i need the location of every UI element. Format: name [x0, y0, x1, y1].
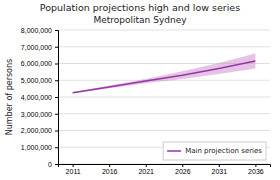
y-tick-label: 0 [48, 161, 52, 168]
y-tick: 7,000,000 [21, 43, 58, 50]
x-tick-mark [73, 164, 74, 167]
legend: Main projection series [163, 142, 266, 160]
x-tick: 2016 [102, 164, 118, 175]
x-tick-label: 2026 [175, 168, 191, 175]
x-tick-mark [146, 164, 147, 167]
y-tick: 2,000,000 [21, 127, 58, 134]
title: Population projections high and low seri… [40, 2, 240, 13]
y-tick-mark [55, 64, 58, 65]
y-tick-label: 4,000,000 [21, 94, 52, 101]
y-tick-mark [55, 30, 58, 31]
x-tick-label: 2036 [248, 168, 264, 175]
chart-svg: Population projections high and low seri… [0, 0, 280, 180]
legend-swatch [167, 150, 181, 152]
subtitle: Metropolitan Sydney [94, 15, 188, 25]
y-tick-label: 2,000,000 [21, 127, 52, 134]
x-tick: 2036 [248, 164, 264, 175]
y-tick-mark [55, 97, 58, 98]
x-axis-line [59, 165, 271, 168]
legend-box [163, 142, 266, 160]
grid-line [58, 113, 270, 114]
y-tick-label: 1,000,000 [21, 144, 52, 151]
y-tick: 0 [48, 161, 58, 168]
y-tick-mark [55, 131, 58, 132]
y-tick-label: 3,000,000 [21, 110, 52, 117]
x-tick-mark [255, 164, 256, 167]
x-tick-mark [109, 164, 110, 167]
y-axis-title: Number of persons [5, 59, 14, 136]
range-band [73, 53, 256, 93]
y-tick: 4,000,000 [21, 94, 58, 101]
y-tick: 8,000,000 [21, 27, 58, 34]
y-tick-label: 7,000,000 [21, 43, 52, 50]
marks [73, 53, 256, 93]
legend-label: Main projection series [185, 147, 262, 155]
chart-container: Population projections high and low seri… [0, 0, 280, 180]
y-tick: 3,000,000 [21, 110, 58, 117]
y-tick-label: 6,000,000 [21, 60, 52, 67]
y-tick-mark [55, 164, 58, 165]
x-tick: 2011 [66, 164, 81, 175]
x-tick: 2021 [138, 164, 154, 175]
grid-line [58, 46, 270, 47]
grid-line [58, 30, 270, 31]
x-tick: 2031 [212, 164, 228, 175]
y-tick-mark [55, 147, 58, 148]
plot-area: 2011 2016 2021 2026 2031 2036 0 1,000,000 2,000,… [21, 27, 271, 175]
grid-line [58, 130, 270, 131]
x-tick-label: 2031 [212, 168, 228, 175]
grid [58, 30, 270, 164]
series-line [73, 61, 256, 93]
x-tick-mark [182, 164, 183, 167]
y-tick-mark [55, 114, 58, 115]
y-axis: 0 1,000,000 2,000,000 3,000,000 4,000,000 5,0… [21, 27, 59, 168]
x-tick-label: 2016 [102, 168, 118, 175]
x-tick-label: 2011 [66, 168, 81, 175]
y-tick: 1,000,000 [21, 144, 58, 151]
x-tick-label: 2021 [138, 168, 154, 175]
grid-line [58, 97, 270, 98]
x-tick-mark [219, 164, 220, 167]
y-tick-mark [55, 80, 58, 81]
y-tick-label: 8,000,000 [21, 27, 52, 34]
y-tick-mark [55, 47, 58, 48]
x-tick: 2026 [175, 164, 191, 175]
y-tick: 6,000,000 [21, 60, 58, 67]
y-tick: 5,000,000 [21, 77, 58, 84]
x-axis: 2011 2016 2021 2026 2031 2036 [59, 164, 271, 175]
y-tick-label: 5,000,000 [21, 77, 52, 84]
y-axis-line [55, 31, 59, 165]
